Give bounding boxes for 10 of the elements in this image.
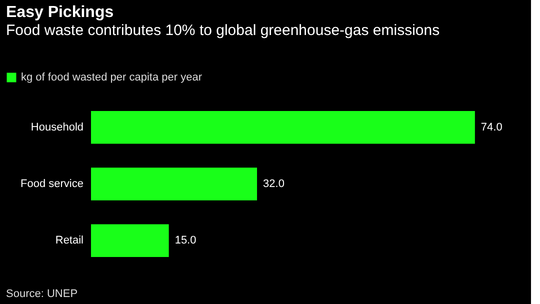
data-label: 15.0 [174, 234, 196, 247]
legend-label: kg of food wasted per capita per year [21, 72, 202, 84]
chart-subtitle: Food waste contributes 10% to global greenhouse-gas emissions [6, 22, 440, 39]
y-tick-label: Household [30, 121, 84, 134]
source-note: Source: UNEP [6, 288, 78, 300]
chart-title: Easy Pickings [6, 4, 114, 21]
data-label: 74.0 [480, 121, 502, 134]
y-tick-label: Food service [20, 178, 84, 190]
data-label: 32.0 [263, 178, 284, 190]
y-tick-label: Retail [55, 234, 84, 247]
